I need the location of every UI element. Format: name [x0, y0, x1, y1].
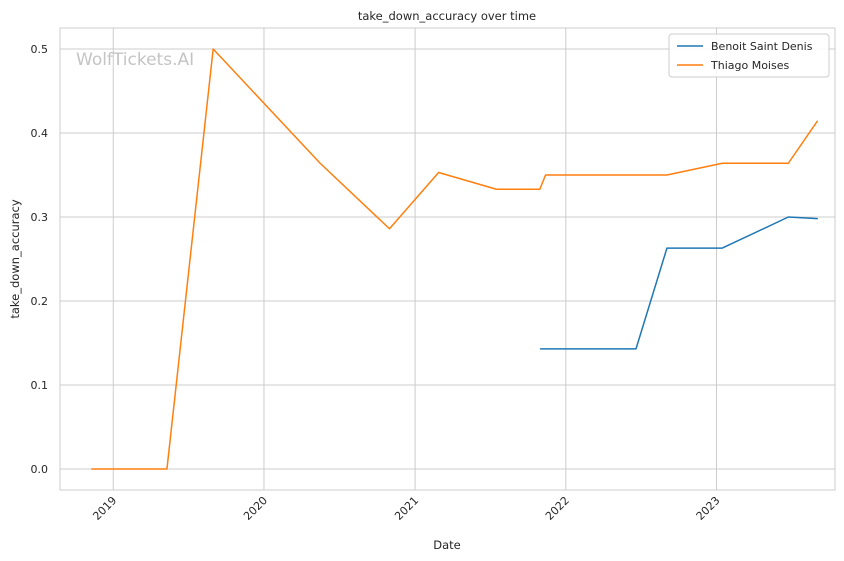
series-line-1 [91, 48, 818, 470]
legend-label-thiago: Thiago Moises [710, 59, 789, 72]
x-axis-ticks: 2019 2020 2021 2022 2023 [90, 494, 722, 523]
y-tick-label: 0.1 [31, 379, 49, 392]
grid-lines [60, 28, 835, 490]
x-tick-label: 2023 [694, 494, 723, 523]
y-tick-label: 0.0 [31, 463, 49, 476]
y-axis-ticks: 0.0 0.1 0.2 0.3 0.4 0.5 [31, 43, 49, 476]
legend-box [668, 33, 830, 78]
series-layer [91, 48, 818, 470]
x-tick-label: 2022 [543, 494, 572, 523]
watermark: WolfTickets.AI [76, 50, 194, 70]
y-axis-label: take_down_accuracy [8, 199, 22, 318]
y-tick-label: 0.3 [31, 211, 49, 224]
x-tick-label: 2021 [392, 494, 421, 523]
y-tick-label: 0.2 [31, 295, 49, 308]
x-tick-label: 2020 [241, 494, 270, 523]
x-axis-label: Date [433, 538, 461, 552]
legend: Benoit Saint Denis Thiago Moises [668, 33, 830, 78]
x-tick-label: 2019 [90, 494, 119, 523]
chart-title: take_down_accuracy over time [358, 9, 536, 23]
y-tick-label: 0.4 [31, 127, 49, 140]
legend-label-benoit: Benoit Saint Denis [711, 40, 813, 53]
series-line-0 [539, 216, 818, 350]
plot-area-frame [59, 27, 836, 491]
y-tick-label: 0.5 [31, 43, 49, 56]
